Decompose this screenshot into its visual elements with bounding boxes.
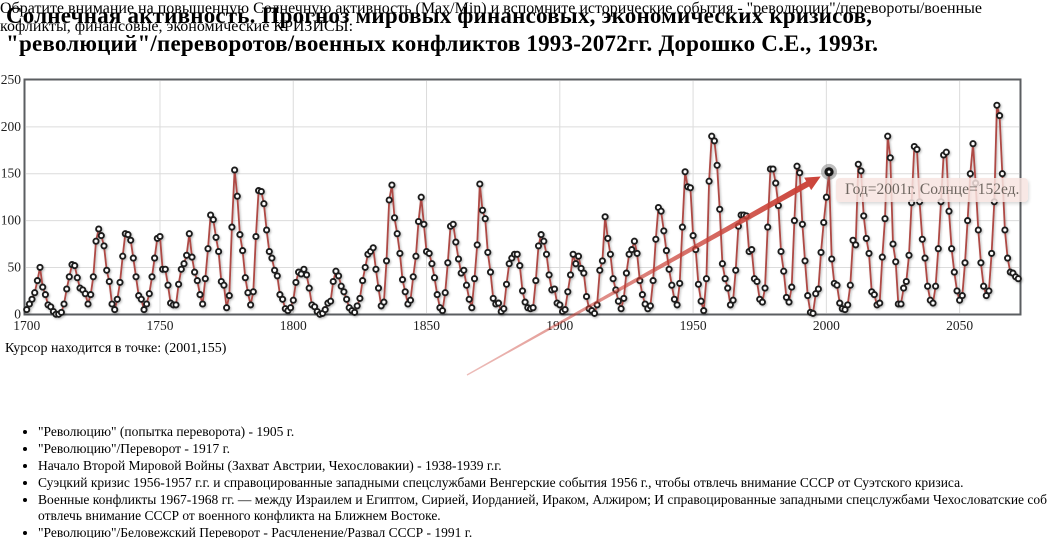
- svg-text:1850: 1850: [413, 318, 440, 333]
- svg-text:2000: 2000: [813, 318, 840, 333]
- event-item: Начало Второй Мировой Войны (Захват Авст…: [38, 458, 1047, 474]
- event-item: Военные конфликты 1967-1968 гг. — между …: [38, 492, 1047, 523]
- svg-text:1950: 1950: [680, 318, 707, 333]
- svg-text:1800: 1800: [280, 318, 307, 333]
- svg-text:2050: 2050: [946, 318, 973, 333]
- event-item: Суэцкий кризис 1956-1957 г.г. и справоци…: [38, 475, 1047, 491]
- event-item: "Революцию" (попытка переворота) - 1905 …: [38, 424, 1047, 440]
- event-item: "Революцию"/Беловежский Переворот - Расч…: [38, 525, 1047, 538]
- svg-text:1900: 1900: [546, 318, 573, 333]
- svg-text:1750: 1750: [146, 318, 173, 333]
- svg-text:200: 200: [1, 119, 22, 134]
- svg-text:100: 100: [1, 213, 22, 228]
- page-title-line2: "революций"/переворотов/военных конфликт…: [6, 31, 879, 56]
- event-item: "Революцию"/Переворот - 1917 г.: [38, 441, 1047, 457]
- svg-text:250: 250: [1, 72, 22, 87]
- page-title: Солнечная активность. Прогноз мировых фи…: [6, 2, 1047, 58]
- chart-tooltip: Год=2001г. Солнце=152ед.: [836, 178, 1029, 202]
- events-list: "Революцию" (попытка переворота) - 1905 …: [0, 424, 1047, 538]
- svg-text:1700: 1700: [13, 318, 40, 333]
- chart-tooltip-text: Год=2001г. Солнце=152ед.: [845, 181, 1020, 198]
- lead-line1: Обратите внимание на повышенную Солнечну…: [0, 0, 983, 17]
- page-title-line1: Солнечная активность. Прогноз мировых фи…: [6, 3, 873, 28]
- cursor-status: Курсор находится в точке: (2001,155): [5, 341, 227, 356]
- svg-text:150: 150: [1, 166, 22, 181]
- svg-text:50: 50: [8, 259, 22, 274]
- svg-text:0: 0: [14, 306, 21, 321]
- solar-activity-chart[interactable]: 0 50 100 150 200 250 1700 1750 1800 1850 1900 1950 2…: [0, 0, 1047, 336]
- lead-line2: кофликты, финансовые, экономические КРИЗ…: [0, 18, 354, 35]
